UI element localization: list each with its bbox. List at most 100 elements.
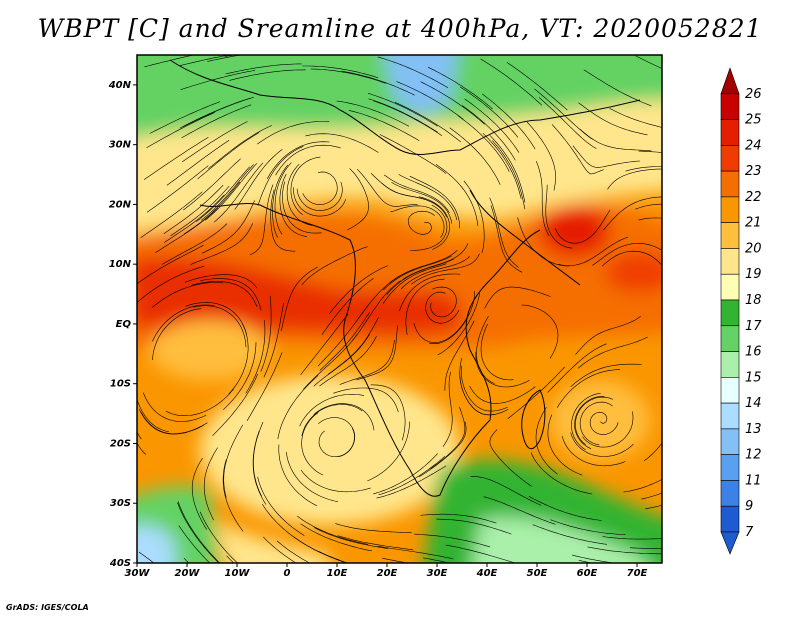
streamline bbox=[191, 457, 208, 530]
streamline bbox=[476, 315, 495, 384]
lat-tick-label: 30S bbox=[110, 498, 131, 509]
streamline bbox=[430, 286, 457, 318]
streamline bbox=[149, 101, 221, 134]
streamline bbox=[547, 414, 583, 476]
streamline bbox=[436, 518, 512, 535]
streamline bbox=[177, 501, 221, 563]
lon-tick-label: 0 bbox=[284, 568, 291, 579]
streamline bbox=[463, 180, 485, 253]
streamline bbox=[574, 396, 614, 446]
streamline bbox=[299, 394, 365, 427]
colorbar-label: 12 bbox=[745, 448, 762, 463]
streamline bbox=[377, 546, 454, 560]
streamline bbox=[411, 253, 480, 285]
lon-tick-label: 30E bbox=[427, 568, 448, 579]
streamline bbox=[396, 81, 464, 120]
streamline bbox=[551, 124, 604, 175]
streamline bbox=[319, 335, 377, 387]
colorbar-swatch bbox=[720, 428, 740, 455]
streamline bbox=[300, 469, 371, 493]
streamline bbox=[263, 536, 297, 563]
streamline bbox=[550, 519, 626, 535]
streamline bbox=[257, 146, 304, 206]
streamline bbox=[592, 243, 662, 266]
lat-tick-label: 40S bbox=[109, 558, 131, 569]
grads-credit: GrADS: IGES/COLA bbox=[6, 603, 89, 612]
streamline bbox=[302, 171, 338, 205]
colorbar-label: 23 bbox=[745, 164, 762, 179]
colorbar-label: 17 bbox=[745, 319, 762, 334]
streamline bbox=[140, 191, 203, 239]
streamline bbox=[530, 452, 593, 495]
colorbar-label: 11 bbox=[745, 473, 762, 488]
streamline bbox=[427, 66, 493, 110]
streamline bbox=[461, 366, 508, 412]
colorbar-label: 21 bbox=[745, 216, 762, 231]
streamline bbox=[203, 447, 218, 521]
streamline bbox=[625, 166, 662, 172]
streamline bbox=[382, 557, 409, 563]
streamline bbox=[601, 250, 662, 267]
streamline bbox=[152, 304, 215, 342]
streamline bbox=[170, 185, 230, 236]
streamline bbox=[280, 266, 318, 332]
streamline bbox=[318, 551, 349, 563]
streamline bbox=[185, 302, 247, 335]
streamline bbox=[635, 55, 662, 69]
streamline bbox=[328, 317, 379, 375]
lat-tick-label: EQ bbox=[116, 319, 132, 330]
streamline bbox=[391, 182, 453, 224]
streamline bbox=[526, 121, 556, 191]
streamline bbox=[303, 334, 358, 390]
streamline bbox=[208, 125, 272, 169]
streamline bbox=[348, 110, 420, 141]
streamline bbox=[571, 392, 601, 451]
lon-tick-label: 20E bbox=[377, 568, 398, 579]
streamline bbox=[146, 112, 216, 149]
streamline bbox=[464, 98, 520, 153]
streamline bbox=[570, 363, 642, 388]
streamline bbox=[587, 546, 662, 555]
streamline bbox=[506, 62, 568, 111]
streamline bbox=[183, 158, 241, 211]
lat-tick-label: 30N bbox=[109, 140, 132, 151]
streamline bbox=[278, 444, 318, 507]
colorbar-label: 16 bbox=[745, 345, 762, 360]
streamline bbox=[577, 336, 648, 369]
streamline bbox=[223, 424, 244, 498]
streamline bbox=[535, 160, 550, 237]
lon-tick-label: 10W bbox=[225, 568, 251, 579]
lon-tick-label: 20W bbox=[175, 568, 201, 579]
streamline bbox=[199, 511, 238, 563]
streamline bbox=[367, 421, 410, 482]
colorbar-label: 25 bbox=[745, 113, 762, 128]
streamline bbox=[245, 320, 266, 394]
streamline bbox=[603, 196, 662, 231]
streamline bbox=[333, 387, 399, 413]
colorbar-label: 13 bbox=[745, 422, 762, 437]
streamline bbox=[400, 256, 470, 290]
streamline bbox=[445, 544, 517, 563]
streamline bbox=[407, 210, 435, 235]
streamline bbox=[489, 135, 526, 203]
colorbar-swatch bbox=[720, 377, 740, 404]
streamline bbox=[140, 412, 208, 435]
streamline bbox=[196, 166, 251, 222]
streamline bbox=[347, 168, 369, 231]
streamline bbox=[570, 432, 634, 457]
streamline bbox=[420, 81, 485, 125]
colorbar-bottom-arrow bbox=[720, 531, 740, 555]
colorbar-swatch bbox=[720, 299, 740, 327]
streamline bbox=[277, 375, 319, 440]
streamline bbox=[319, 312, 370, 371]
streamlines bbox=[137, 55, 662, 563]
streamline bbox=[293, 536, 348, 563]
streamline bbox=[179, 55, 231, 66]
streamline bbox=[234, 149, 283, 210]
streamline bbox=[263, 303, 285, 378]
colorbar-label: 18 bbox=[745, 293, 762, 308]
streamline bbox=[249, 184, 274, 256]
streamline bbox=[163, 184, 224, 234]
streamline bbox=[418, 421, 467, 478]
streamline bbox=[257, 121, 330, 145]
